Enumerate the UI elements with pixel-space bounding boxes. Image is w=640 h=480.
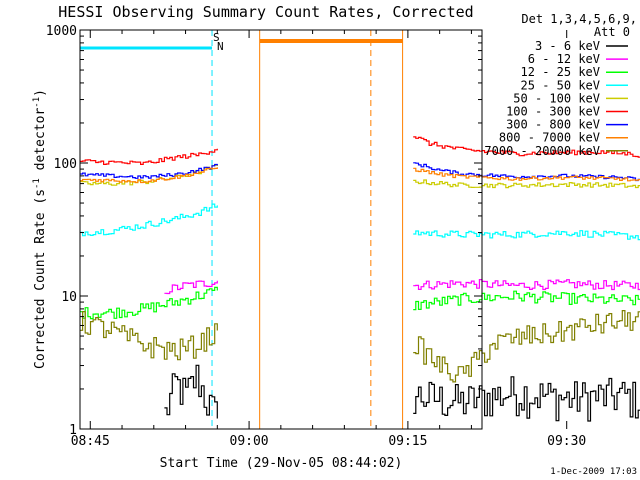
y-tick-label-1: 10 [61,290,77,305]
series-4 [80,164,640,189]
legend-label-7: 800 - 7000 keV [499,131,600,145]
series-2 [80,286,640,320]
legend-label-1: 6 - 12 keV [528,52,600,66]
legend-header-line2: Att 0 [594,25,630,39]
series-0 [164,364,640,422]
series-1-segment-0 [164,280,218,295]
series-3-segment-0 [80,203,218,237]
series-0-segment-0 [164,364,218,419]
plot-frame [79,29,483,430]
marker-s-label: S [213,31,220,44]
series-8 [80,310,640,383]
series-5 [80,136,640,165]
plot-area: SN [80,30,640,429]
y-axis-label-part1: Corrected Count Rate (s [33,189,48,369]
marker-n-label: N [217,40,224,53]
legend-label-0: 3 - 6 keV [535,39,600,53]
legend-label-6: 300 - 800 keV [506,118,600,132]
x-tick-label-0: 08:45 [71,434,110,449]
legend-label-4: 50 - 100 keV [513,91,600,105]
series-8-segment-1 [413,310,640,383]
series-8-segment-0 [80,311,218,361]
y-axis-label-part3: ) [33,89,48,97]
series-1-segment-1 [413,279,640,291]
legend-label-3: 25 - 50 keV [521,78,600,92]
series-5-segment-0 [80,148,218,165]
legend-label-8: 7000 - 20000 keV [484,144,600,158]
series-3-segment-1 [413,230,640,241]
y-tick-label-2: 100 [54,157,77,172]
x-tick-label-2: 09:15 [388,434,427,449]
axis-ticks: 08:4509:0009:1509:3009:4510:0010:1511010… [46,24,587,449]
y-axis-label-exp1: -1 [32,178,42,189]
legend-label-2: 12 - 25 keV [521,65,600,79]
y-axis-label: Corrected Count Rate (s-1 detector-1) [32,89,48,369]
legend-header-line1: Det 1,3,4,5,6,9, [521,12,637,26]
x-axis-label: Start Time (29-Nov-05 08:44:02) [160,456,403,471]
series-6-segment-0 [80,163,218,179]
footer-date: 1-Dec-2009 17:03 [550,467,637,477]
series-4-segment-1 [413,179,640,189]
y-tick-label-3: 1000 [46,24,77,39]
chart-title: HESSI Observing Summary Count Rates, Cor… [58,3,473,21]
series-6 [80,162,640,182]
legend-label-5: 100 - 300 keV [506,105,600,119]
y-axis-label-exp2: -1 [32,97,42,108]
series-2-segment-0 [80,286,218,320]
series-7-segment-1 [413,167,640,182]
series-7 [80,167,640,184]
series-6-segment-1 [413,162,640,182]
y-axis-label-part2: detector [33,108,48,179]
x-tick-label-3: 09:30 [547,434,586,449]
series-5-segment-1 [413,136,640,158]
series-2-segment-1 [413,290,640,311]
series-1 [164,279,640,295]
y-tick-label-0: 1 [69,423,77,438]
series-7-segment-0 [80,167,218,184]
x-tick-label-1: 09:00 [230,434,269,449]
series-0-segment-1 [413,376,640,422]
series-3 [80,203,640,241]
